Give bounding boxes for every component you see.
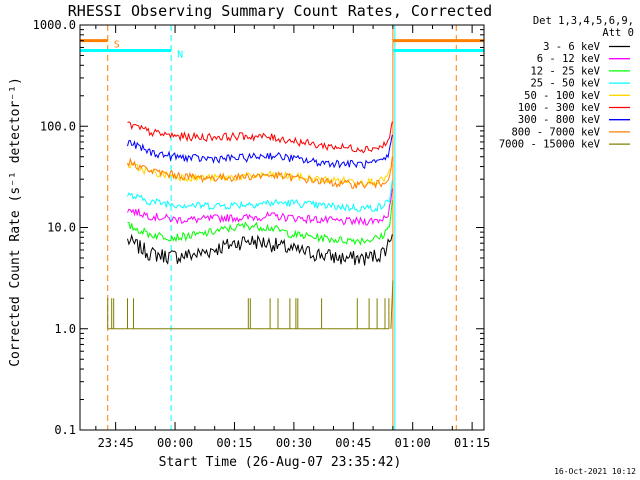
legend-entry-1: 6 - 12 keV	[537, 53, 601, 65]
legend-entry-3: 25 - 50 keV	[530, 78, 600, 90]
timestamp: 16-Oct-2021 10:12	[554, 467, 636, 476]
y-tick-label: 10.0	[47, 221, 76, 235]
legend-entry-7: 800 - 7000 keV	[511, 126, 600, 138]
series-line-3	[127, 180, 393, 213]
series-line-7	[127, 156, 393, 190]
detector-info-line-2: Att 0	[602, 27, 634, 39]
flag-bars: SN	[80, 39, 484, 60]
series-line-0	[127, 233, 393, 266]
series-line-1	[127, 188, 393, 226]
y-tick-label: 1000.0	[33, 18, 76, 32]
detector-info-line-1: Det 1,3,4,5,6,9,	[533, 15, 634, 27]
x-axis: 23:45 00:00 00:15 00:30 00:45 01:00 01:15	[95, 25, 490, 450]
legend-entry-5: 100 - 300 keV	[518, 102, 601, 114]
y-axis-label: Corrected Count Rate (s⁻¹ detector⁻¹)	[8, 77, 23, 367]
y-tick-label: 0.1	[54, 423, 76, 437]
legend-entry-8: 7000 - 15000 keV	[499, 139, 601, 151]
y-tick-label: 100.0	[40, 119, 76, 133]
series-line-5	[127, 121, 393, 154]
series-layer	[107, 121, 394, 330]
plot-frame	[79, 24, 485, 431]
legend-entry-4: 50 - 100 keV	[524, 90, 601, 102]
x-tick-label: 00:30	[276, 436, 312, 450]
series-line-2	[127, 200, 393, 246]
series-line-6	[127, 134, 393, 170]
chart-title: RHESSI Observing Summary Count Rates, Co…	[68, 2, 492, 20]
x-tick-label: 00:00	[157, 436, 193, 450]
series-line-8	[107, 280, 394, 330]
x-tick-label: 01:15	[454, 436, 490, 450]
x-tick-label: 00:45	[335, 436, 371, 450]
flag-label-S: S	[114, 40, 120, 51]
x-axis-label: Start Time (26-Aug-07 23:35:42)	[159, 455, 402, 470]
x-tick-label: 23:45	[98, 436, 134, 450]
y-axis: 0.1 1.0 10.0 100.0 1000.0	[33, 18, 484, 437]
legend-entry-0: 3 - 6 keV	[543, 41, 601, 53]
x-tick-label: 00:15	[216, 436, 252, 450]
x-tick-label: 01:00	[395, 436, 431, 450]
legend-entry-6: 300 - 800 keV	[518, 114, 601, 126]
flag-label-N: N	[177, 49, 183, 60]
y-tick-label: 1.0	[54, 322, 76, 336]
legend-entry-2: 12 - 25 keV	[530, 65, 600, 77]
